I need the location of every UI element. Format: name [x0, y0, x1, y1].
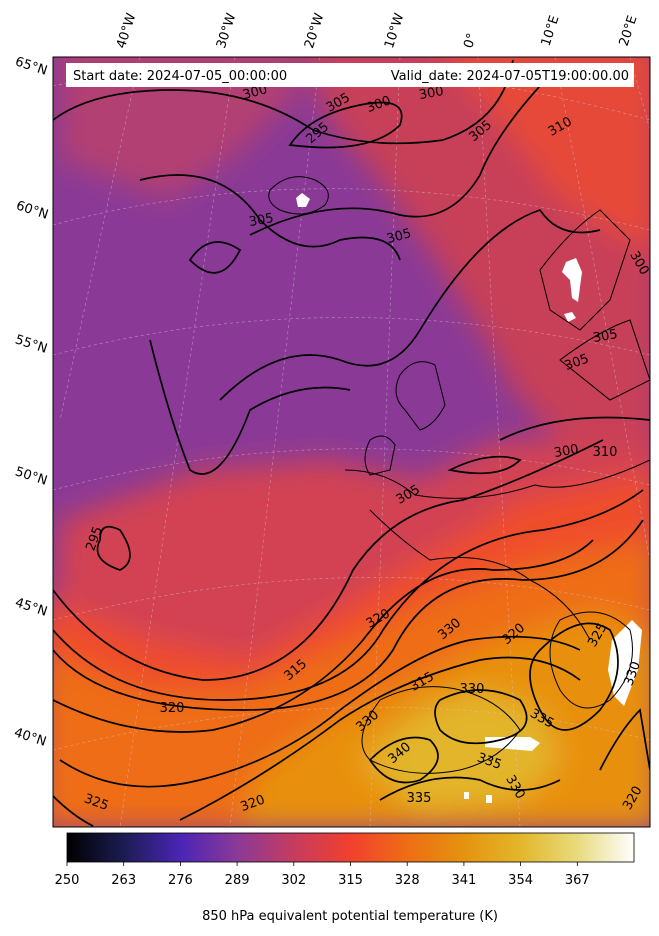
contour-label: 335 — [407, 791, 432, 806]
colorbar-tick-label: 289 — [225, 873, 250, 888]
contour-label: 300 — [241, 82, 269, 103]
longitude-label: 20°E — [617, 14, 641, 48]
latitude-label: 40°N — [12, 725, 48, 749]
contour-lines — [53, 59, 650, 827]
latitude-label: 60°N — [14, 198, 50, 222]
longitude-labels: 40°W 30°W 20°W 10°W 0° 10°E 20°E — [114, 11, 641, 50]
contour-label: 305 — [385, 226, 413, 247]
latitude-label: 65°N — [13, 54, 49, 78]
missing-data-patch — [486, 795, 492, 803]
contour-label: 305 — [248, 211, 275, 230]
contour-label: 305 — [592, 327, 619, 346]
colorbar-tick-label: 354 — [508, 873, 533, 888]
longitude-label: 0° — [461, 32, 480, 51]
colorbar-tick-label: 263 — [111, 873, 136, 888]
colorbar-ticks: 250 263 276 289 302 315 328 341 354 367 — [55, 862, 590, 888]
colorbar-label: 850 hPa equivalent potential temperature… — [202, 909, 498, 924]
colorbar — [66, 832, 635, 863]
latitude-labels: 65°N 60°N 55°N 50°N 45°N 40°N — [12, 54, 50, 749]
colorbar-tick-label: 250 — [55, 873, 80, 888]
colorbar-tick-label: 341 — [451, 873, 476, 888]
missing-data-patch — [464, 792, 469, 799]
contour-label: 300 — [418, 84, 445, 103]
valid-date-label: Valid_date: 2024-07-05T19:00:00.00 — [391, 69, 629, 84]
colorbar-tick-label: 328 — [395, 873, 420, 888]
colorbar-tick-label: 276 — [168, 873, 193, 888]
longitude-label: 20°W — [302, 11, 327, 50]
header-box — [66, 63, 634, 87]
longitude-label: 10°E — [539, 14, 563, 48]
colorbar-tick-label: 302 — [281, 873, 306, 888]
contour-label: 300 — [553, 442, 580, 461]
missing-data-patch — [562, 258, 582, 302]
contour-label: 320 — [160, 701, 185, 716]
longitude-label: 30°W — [214, 11, 239, 50]
missing-data-patch — [564, 312, 576, 322]
colorbar-tick-label: 315 — [338, 873, 363, 888]
latitude-label: 50°N — [13, 464, 49, 488]
start-date-label: Start date: 2024-07-05_00:00:00 — [73, 69, 287, 84]
longitude-label: 10°W — [382, 11, 407, 50]
contour-label: 330 — [460, 682, 485, 697]
contour-label: 310 — [593, 445, 618, 460]
coastlines — [268, 176, 650, 774]
missing-data-patch — [608, 620, 642, 706]
longitude-label: 40°W — [114, 11, 139, 50]
map-frame — [52, 56, 651, 828]
latitude-label: 45°N — [13, 595, 49, 619]
colorbar-tick-label: 367 — [565, 873, 590, 888]
latitude-label: 55°N — [13, 332, 49, 356]
map-area: 3003003053102953003053053053053003103003… — [53, 57, 650, 827]
